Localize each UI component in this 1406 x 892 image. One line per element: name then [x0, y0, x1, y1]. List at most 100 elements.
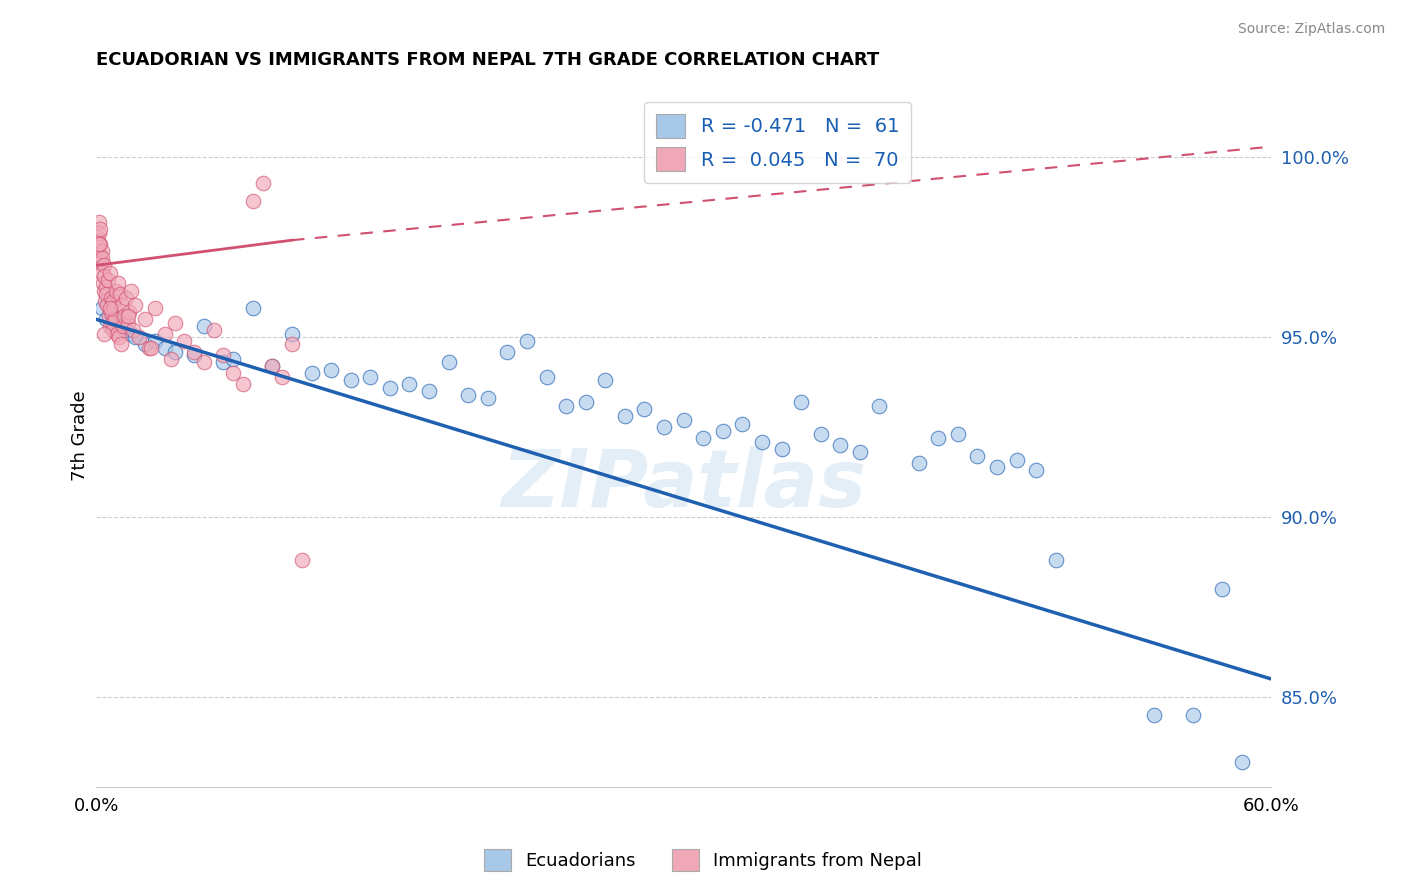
Point: [108, 319, 131, 334]
Point: [112, 309, 135, 323]
Text: Source: ZipAtlas.com: Source: ZipAtlas.com: [1237, 22, 1385, 37]
Point: [117, 316, 139, 330]
Point: [810, 427, 832, 442]
Text: ZIPatlas: ZIPatlas: [501, 446, 866, 524]
Point: [153, 326, 176, 341]
Point: [1025, 463, 1047, 477]
Point: [105, 326, 128, 341]
Point: [89, 222, 111, 236]
Point: [321, 362, 343, 376]
Point: [96, 298, 118, 312]
Point: [91, 251, 114, 265]
Point: [89, 247, 111, 261]
Point: [613, 409, 636, 424]
Point: [163, 316, 186, 330]
Point: [114, 323, 136, 337]
Point: [159, 351, 181, 366]
Point: [212, 348, 235, 362]
Point: [94, 287, 117, 301]
Point: [173, 334, 195, 348]
Point: [138, 341, 160, 355]
Point: [91, 301, 114, 316]
Point: [111, 319, 134, 334]
Point: [143, 301, 166, 316]
Point: [114, 291, 136, 305]
Point: [97, 273, 120, 287]
Point: [946, 427, 969, 442]
Point: [1181, 707, 1204, 722]
Point: [104, 316, 127, 330]
Point: [301, 366, 323, 380]
Point: [232, 377, 254, 392]
Point: [1211, 582, 1233, 596]
Point: [100, 305, 122, 319]
Point: [202, 323, 225, 337]
Point: [262, 359, 284, 373]
Point: [94, 294, 117, 309]
Point: [907, 456, 929, 470]
Point: [555, 399, 578, 413]
Point: [98, 319, 121, 334]
Point: [86, 229, 108, 244]
Point: [134, 312, 156, 326]
Point: [222, 351, 245, 366]
Point: [183, 344, 205, 359]
Point: [193, 319, 215, 334]
Point: [242, 194, 264, 208]
Point: [104, 284, 127, 298]
Point: [108, 287, 131, 301]
Point: [124, 330, 146, 344]
Point: [93, 284, 115, 298]
Legend: R = -0.471   N =  61, R =  0.045   N =  70: R = -0.471 N = 61, R = 0.045 N = 70: [644, 103, 911, 183]
Point: [89, 236, 111, 251]
Point: [770, 442, 793, 456]
Point: [291, 553, 314, 567]
Point: [457, 388, 479, 402]
Point: [93, 326, 115, 341]
Point: [242, 301, 264, 316]
Point: [222, 366, 245, 380]
Text: ECUADORIAN VS IMMIGRANTS FROM NEPAL 7TH GRADE CORRELATION CHART: ECUADORIAN VS IMMIGRANTS FROM NEPAL 7TH …: [96, 51, 879, 69]
Point: [575, 395, 598, 409]
Point: [97, 309, 120, 323]
Point: [536, 369, 558, 384]
Point: [90, 244, 112, 258]
Point: [101, 316, 124, 330]
Point: [830, 438, 852, 452]
Point: [104, 312, 127, 326]
Point: [252, 176, 274, 190]
Point: [711, 424, 734, 438]
Point: [110, 337, 132, 351]
Point: [111, 298, 134, 312]
Point: [339, 373, 361, 387]
Point: [1142, 707, 1164, 722]
Point: [143, 334, 166, 348]
Point: [633, 402, 655, 417]
Point: [94, 312, 117, 326]
Point: [516, 334, 538, 348]
Point: [262, 359, 284, 373]
Point: [692, 431, 714, 445]
Point: [117, 309, 139, 323]
Point: [90, 254, 112, 268]
Point: [731, 417, 754, 431]
Point: [98, 266, 121, 280]
Point: [927, 431, 949, 445]
Point: [122, 323, 145, 337]
Point: [1230, 755, 1253, 769]
Point: [93, 258, 115, 272]
Point: [595, 373, 617, 387]
Point: [378, 381, 401, 395]
Point: [94, 280, 117, 294]
Point: [153, 341, 176, 355]
Point: [672, 413, 695, 427]
Point: [163, 344, 186, 359]
Point: [87, 226, 110, 240]
Point: [281, 337, 304, 351]
Point: [986, 459, 1008, 474]
Point: [183, 348, 205, 362]
Point: [91, 266, 114, 280]
Point: [91, 277, 114, 291]
Point: [101, 309, 124, 323]
Point: [966, 449, 988, 463]
